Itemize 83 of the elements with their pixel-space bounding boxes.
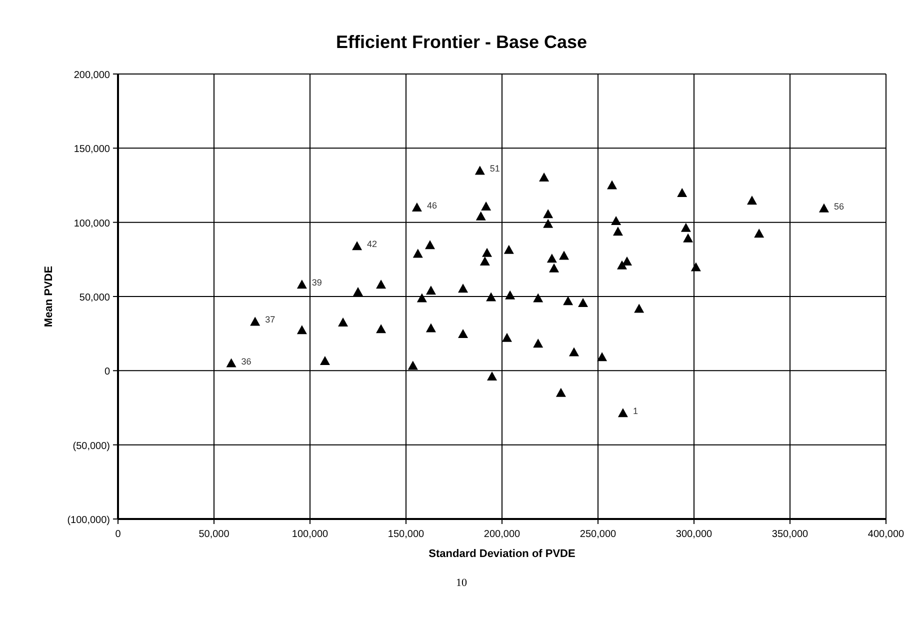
annotation: 1 <box>632 406 638 416</box>
annotation: 37 <box>265 314 276 325</box>
point <box>426 286 436 295</box>
point <box>563 296 574 306</box>
point <box>549 263 560 272</box>
y-tick-label: 50,000 <box>79 292 110 304</box>
x-tick-label: 300,000 <box>676 529 713 540</box>
point <box>543 218 554 228</box>
y-tick-label: (100,000) <box>67 515 110 526</box>
point <box>533 338 544 348</box>
point <box>504 244 514 254</box>
x-tick-label: 250,000 <box>580 529 617 540</box>
point <box>320 356 330 366</box>
point <box>487 371 498 380</box>
point <box>486 292 496 302</box>
point <box>416 293 427 302</box>
annotation: 36 <box>241 356 252 366</box>
point <box>376 280 386 289</box>
point <box>458 329 468 338</box>
point <box>476 211 486 220</box>
point <box>296 325 307 334</box>
point <box>250 316 260 326</box>
x-tick-label: 400,000 <box>868 529 905 540</box>
point <box>426 323 436 332</box>
annotation: 56 <box>834 201 844 212</box>
point <box>296 280 307 289</box>
point <box>617 260 627 270</box>
point <box>559 250 570 260</box>
y-tick-label: 0 <box>104 366 110 378</box>
point <box>353 287 363 296</box>
point <box>408 360 418 370</box>
point <box>569 347 579 356</box>
point <box>226 358 236 368</box>
point <box>611 216 622 225</box>
point <box>746 196 757 205</box>
annotation: 51 <box>490 164 500 174</box>
point <box>690 262 701 272</box>
point <box>352 241 362 250</box>
point <box>546 254 557 263</box>
point <box>612 226 623 236</box>
point <box>474 166 485 175</box>
point <box>754 228 764 238</box>
point <box>481 201 492 210</box>
x-tick-label: 100,000 <box>292 529 329 540</box>
point <box>680 222 691 232</box>
x-tick-label: 350,000 <box>772 529 809 540</box>
point <box>338 317 348 326</box>
y-tick-label: 100,000 <box>74 218 110 230</box>
point <box>480 256 490 266</box>
point <box>482 248 492 257</box>
point <box>607 180 618 190</box>
x-tick-label: 50,000 <box>198 529 230 540</box>
point <box>412 248 423 258</box>
annotation: 39 <box>312 278 322 288</box>
x-tick-label: 200,000 <box>484 529 521 540</box>
point <box>539 172 550 182</box>
chart-title: Efficient Frontier - Base Case <box>336 32 588 52</box>
annotation: 42 <box>367 239 378 250</box>
x-tick-label: 0 <box>115 529 122 540</box>
y-tick-label: 200,000 <box>74 70 110 81</box>
x-axis-title: Standard Deviation of PVDE <box>428 548 576 560</box>
point <box>618 408 628 418</box>
point <box>505 290 516 300</box>
point <box>543 209 554 218</box>
y-tick-label: 150,000 <box>74 144 110 156</box>
point <box>458 284 468 293</box>
point <box>818 203 829 212</box>
point <box>578 298 588 308</box>
point <box>425 240 435 250</box>
point <box>533 293 544 302</box>
point <box>634 304 644 313</box>
y-axis-title: Mean PVDE <box>43 266 55 328</box>
point <box>412 202 422 212</box>
point <box>556 388 566 397</box>
point <box>376 324 386 334</box>
x-tick-label: 150,000 <box>388 529 425 540</box>
point <box>502 332 512 342</box>
y-tick-label: (50,000) <box>72 440 110 452</box>
annotation: 46 <box>426 200 437 210</box>
point <box>683 233 694 242</box>
text: 10 <box>456 577 468 589</box>
point <box>677 188 688 197</box>
point <box>597 352 608 362</box>
